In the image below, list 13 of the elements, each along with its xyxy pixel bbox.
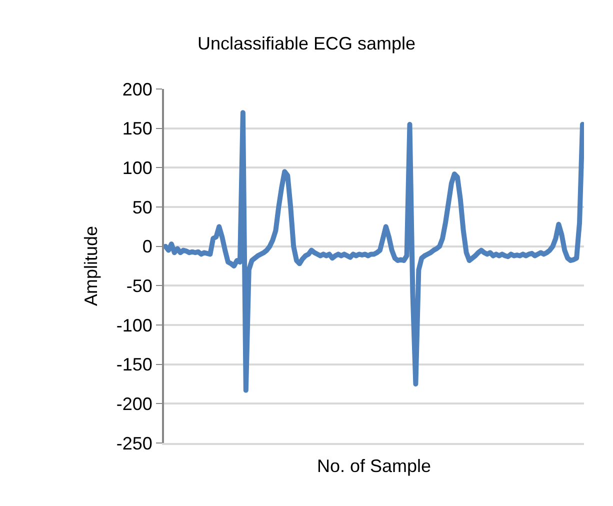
y-tick-label: 0 (142, 236, 152, 257)
y-tick-label: 150 (122, 118, 152, 139)
y-tick-label: -250 (116, 433, 152, 454)
chart-title: Unclassifiable ECG sample (197, 33, 416, 54)
y-tick-label: 50 (132, 197, 152, 218)
y-tick-label: -50 (126, 276, 152, 296)
y-tick-label: -150 (116, 354, 152, 375)
y-tick-label: 100 (122, 158, 152, 178)
y-tick-label: -100 (116, 315, 152, 336)
y-tick-label: -200 (116, 394, 152, 414)
y-axis-title: Amplitude (81, 226, 102, 306)
y-tick-label: 200 (122, 79, 152, 100)
x-axis-title: No. of Sample (316, 456, 432, 476)
